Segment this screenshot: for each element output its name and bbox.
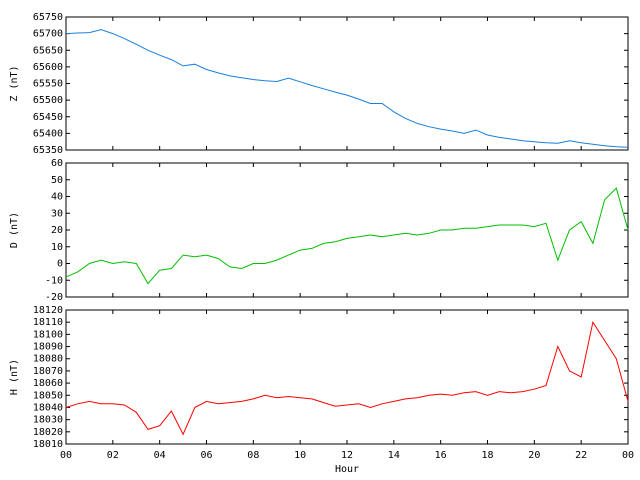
y-tick-label: 65400	[33, 128, 63, 139]
x-tick-label: 22	[575, 450, 587, 461]
y-tick-label: 65600	[33, 62, 63, 73]
y-tick-label: 18110	[33, 317, 63, 328]
y-axis-label: Z (nT)	[9, 65, 20, 101]
x-tick-label: 12	[341, 450, 353, 461]
y-tick-label: 18080	[33, 354, 63, 365]
x-tick-label: 08	[247, 450, 259, 461]
y-tick-label: 18050	[33, 390, 63, 401]
data-line	[65, 29, 629, 148]
data-line	[65, 320, 629, 436]
x-tick-label: 06	[200, 450, 212, 461]
y-axis-label: D (nT)	[9, 212, 20, 248]
y-tick-label: 18090	[33, 342, 63, 353]
y-tick-label: -10	[45, 275, 63, 286]
x-tick-label: 00	[60, 450, 72, 461]
x-tick-label: 16	[435, 450, 447, 461]
plot-frame	[65, 309, 629, 445]
y-tick-label: 18030	[33, 415, 63, 426]
y-tick-label: 18060	[33, 378, 63, 389]
x-tick-label: 00	[622, 450, 634, 461]
y-tick-label: 10	[51, 242, 63, 253]
y-axis-label: H (nT)	[9, 359, 20, 395]
y-tick-label: 18020	[33, 427, 63, 438]
y-tick-label: -20	[45, 292, 63, 303]
y-tick-label: 50	[51, 175, 63, 186]
x-axis-label: Hour	[335, 464, 359, 475]
x-tick-label: 18	[481, 450, 493, 461]
x-tick-label: 02	[107, 450, 119, 461]
y-tick-label: 65500	[33, 95, 63, 106]
y-tick-label: 65550	[33, 79, 63, 90]
y-tick-label: 18040	[33, 402, 63, 413]
plot-frame	[65, 162, 629, 298]
x-tick-label: 14	[388, 450, 400, 461]
y-tick-label: 20	[51, 225, 63, 236]
data-line	[65, 187, 629, 285]
y-tick-label: 30	[51, 208, 63, 219]
x-tick-label: 10	[294, 450, 306, 461]
y-tick-label: 65350	[33, 145, 63, 156]
y-tick-label: 65750	[33, 12, 63, 23]
x-tick-label: 04	[154, 450, 166, 461]
y-tick-label: 60	[51, 158, 63, 169]
y-tick-label: 65700	[33, 29, 63, 40]
x-tick-label: 20	[528, 450, 540, 461]
y-tick-label: 18100	[33, 329, 63, 340]
y-tick-label: 40	[51, 192, 63, 203]
y-tick-label: 18120	[33, 305, 63, 316]
y-tick-label: 65450	[33, 112, 63, 123]
plot-frame	[65, 16, 629, 151]
y-tick-label: 18070	[33, 366, 63, 377]
y-tick-label: 65650	[33, 45, 63, 56]
y-tick-label: 0	[57, 259, 63, 270]
y-tick-label: 18010	[33, 439, 63, 450]
